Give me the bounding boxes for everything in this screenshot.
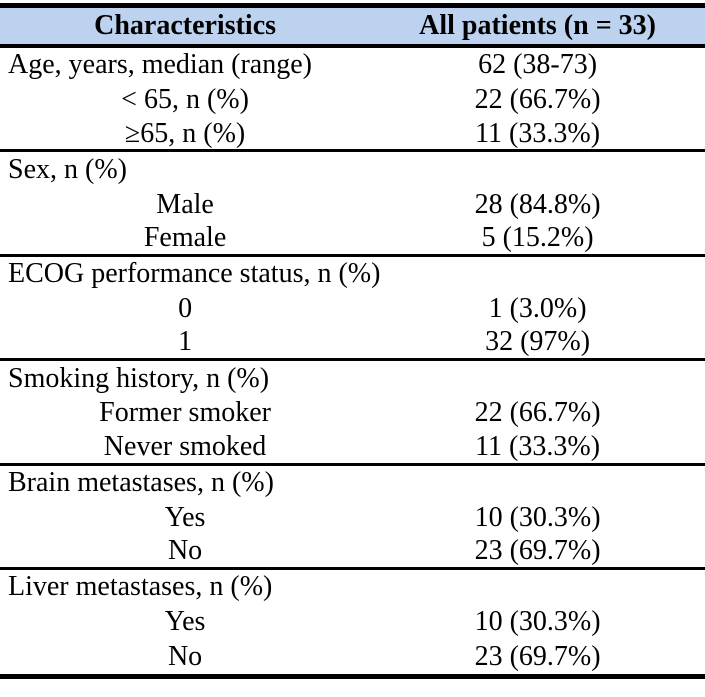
table-row: No 23 (69.7%)	[0, 535, 705, 570]
table-row: Never smoked 11 (33.3%)	[0, 431, 705, 466]
header-all-patients: All patients (n = 33)	[419, 10, 656, 41]
table-row: Sex, n (%)	[0, 152, 705, 187]
row-value-cell: 62 (38-73)	[478, 49, 598, 81]
row-label-cell: Male	[156, 188, 214, 220]
row-label-cell: No	[167, 640, 203, 672]
row-label-cell: Yes	[164, 501, 206, 533]
table-header-row: Characteristics All patients (n = 33)	[0, 8, 705, 48]
row-label-cell: Former smoker	[99, 397, 271, 429]
table-row: Yes 10 (30.3%)	[0, 605, 705, 640]
row-label-cell: ECOG performance status, n (%)	[8, 258, 381, 290]
row-label-cell: ≥65, n (%)	[124, 117, 246, 149]
row-label-cell: Brain metastases, n (%)	[8, 466, 274, 498]
row-label-cell: Sex, n (%)	[8, 153, 127, 185]
row-value-cell: 23 (69.7%)	[474, 535, 601, 567]
table-row: Liver metastases, n (%)	[0, 570, 705, 605]
row-label-cell: Never smoked	[103, 430, 267, 462]
row-label-cell: Female	[143, 221, 227, 253]
table-row: ECOG performance status, n (%)	[0, 257, 705, 292]
table-body: Age, years, median (range) 62 (38-73) < …	[0, 48, 705, 674]
characteristics-table: Characteristics All patients (n = 33) Ag…	[0, 3, 705, 680]
row-label-cell: 1	[178, 326, 193, 358]
table-row: Male 28 (84.8%)	[0, 187, 705, 222]
table-row: Female 5 (15.2%)	[0, 222, 705, 257]
row-label-cell: Liver metastases, n (%)	[8, 571, 273, 603]
row-label-cell: Yes	[164, 606, 206, 638]
table-row: Age, years, median (range) 62 (38-73)	[0, 48, 705, 83]
table-row: 0 1 (3.0%)	[0, 292, 705, 327]
row-value-cell: 23 (69.7%)	[474, 640, 601, 672]
row-value-cell: 10 (30.3%)	[474, 606, 601, 638]
row-label-cell: Age, years, median (range)	[8, 49, 312, 81]
table-row: Smoking history, n (%)	[0, 361, 705, 396]
row-value-cell: 32 (97%)	[485, 326, 591, 358]
header-characteristics: Characteristics	[94, 10, 277, 41]
table-row: No 23 (69.7%)	[0, 640, 705, 675]
row-value-cell: 1 (3.0%)	[488, 292, 587, 324]
row-value-cell: 22 (66.7%)	[474, 84, 601, 116]
row-value-cell: 10 (30.3%)	[474, 501, 601, 533]
row-value-cell: 28 (84.8%)	[474, 188, 601, 220]
table-row: < 65, n (%) 22 (66.7%)	[0, 83, 705, 118]
row-value-cell: 11 (33.3%)	[475, 430, 601, 462]
row-value-cell: 11 (33.3%)	[475, 117, 601, 149]
table-row: Yes 10 (30.3%)	[0, 500, 705, 535]
table-row: 1 32 (97%)	[0, 326, 705, 362]
row-label-cell: No	[167, 535, 203, 567]
table-row: Former smoker 22 (66.7%)	[0, 396, 705, 431]
table-row: ≥65, n (%) 11 (33.3%)	[0, 118, 705, 153]
row-label-cell: Smoking history, n (%)	[8, 362, 270, 394]
row-value-cell: 22 (66.7%)	[474, 397, 601, 429]
row-label-cell: < 65, n (%)	[121, 84, 249, 116]
table-row: Brain metastases, n (%)	[0, 466, 705, 501]
row-label-cell: 0	[178, 292, 193, 324]
row-value-cell: 5 (15.2%)	[481, 221, 594, 253]
